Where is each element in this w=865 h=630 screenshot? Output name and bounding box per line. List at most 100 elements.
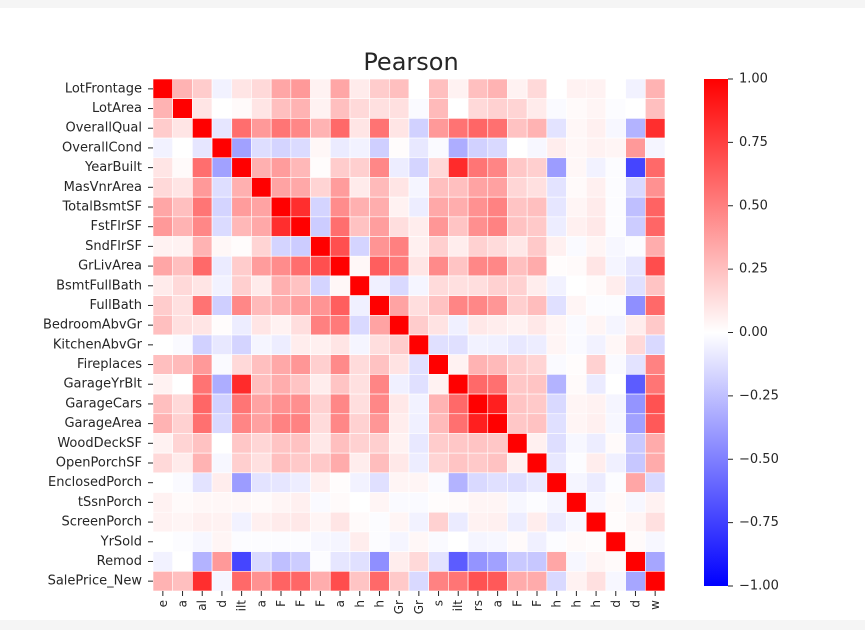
- heatmap-cell-11-21: [566, 295, 587, 316]
- heatmap-cell-1-15: [448, 98, 469, 119]
- heatmap-cell-21-2: [192, 492, 213, 513]
- heatmap-cell-2-3: [211, 118, 233, 139]
- heatmap-cell-11-13: [408, 295, 429, 316]
- heatmap-cell-16-2: [192, 393, 213, 415]
- heatmap-cell-16-25: [645, 393, 666, 415]
- heatmap-cell-3-7: [290, 137, 311, 159]
- heatmap-cell-19-8: [310, 452, 331, 474]
- heatmap-cell-23-19: [526, 531, 548, 552]
- heatmap-cell-18-19: [526, 433, 548, 454]
- heatmap-cell-23-1: [172, 531, 193, 552]
- heatmap-cell-13-13: [408, 334, 429, 355]
- heatmap-cell-7-7: [290, 216, 311, 237]
- heatmap-cell-12-19: [526, 315, 548, 336]
- heatmap-cell-8-19: [526, 236, 548, 257]
- heatmap-cell-14-20: [546, 354, 567, 375]
- heatmap-cell-23-13: [408, 531, 429, 552]
- heatmap-cell-12-22: [585, 315, 607, 336]
- x-tick-label-0: e: [156, 600, 170, 607]
- heatmap-cell-17-10: [349, 413, 370, 434]
- heatmap-cell-24-19: [526, 551, 548, 572]
- heatmap-cell-19-15: [448, 452, 469, 474]
- heatmap-cell-12-20: [546, 315, 567, 336]
- heatmap-cell-23-18: [507, 531, 528, 552]
- heatmap-cell-7-11: [369, 216, 390, 237]
- heatmap-cell-8-18: [507, 236, 528, 257]
- heatmap-cell-16-4: [231, 393, 252, 415]
- heatmap-cell-18-2: [192, 433, 213, 454]
- heatmap-cell-24-14: [428, 551, 449, 572]
- heatmap-cell-5-1: [172, 177, 193, 198]
- heatmap-cell-22-5: [251, 511, 272, 533]
- heatmap-cell-14-9: [329, 354, 351, 375]
- heatmap-cell-12-2: [192, 315, 213, 336]
- heatmap-cell-13-23: [605, 334, 626, 355]
- heatmap-cell-15-3: [211, 374, 233, 395]
- heatmap-cell-15-7: [290, 374, 311, 395]
- heatmap-cell-15-22: [585, 374, 607, 395]
- heatmap-cell-21-8: [310, 492, 331, 513]
- heatmap-cell-19-25: [645, 452, 666, 474]
- heatmap-cell-6-4: [231, 196, 252, 218]
- heatmap-cell-2-8: [310, 118, 331, 139]
- heatmap-cell-14-2: [192, 354, 213, 375]
- y-tick-label-5: MasVnrArea: [64, 180, 142, 195]
- heatmap-cell-6-12: [389, 196, 410, 218]
- heatmap-cell-25-7: [290, 571, 311, 592]
- heatmap-cell-19-17: [487, 452, 508, 474]
- heatmap-cell-10-3: [211, 275, 233, 296]
- heatmap-cell-20-0: [152, 472, 173, 493]
- heatmap-cell-23-25: [645, 531, 666, 552]
- heatmap-cell-19-19: [526, 452, 548, 474]
- heatmap-cell-4-10: [349, 157, 370, 178]
- heatmap-cell-24-17: [487, 551, 508, 572]
- heatmap-cell-15-18: [507, 374, 528, 395]
- heatmap-cell-1-18: [507, 98, 528, 119]
- heatmap-cell-6-19: [526, 196, 548, 218]
- heatmap-cell-10-21: [566, 275, 587, 296]
- heatmap-cell-15-0: [152, 374, 173, 395]
- heatmap-cell-9-6: [270, 255, 292, 277]
- y-tick-label-23: YrSold: [100, 534, 142, 549]
- heatmap-cell-6-25: [645, 196, 666, 218]
- colorbar-tick-label-8: −1.00: [739, 579, 779, 594]
- heatmap-cell-7-19: [526, 216, 548, 237]
- heatmap-cell-11-17: [487, 295, 508, 316]
- heatmap-cell-13-17: [487, 334, 508, 355]
- heatmap-cell-11-9: [329, 295, 351, 316]
- chart-title: Pearson: [363, 48, 458, 76]
- heatmap-cell-25-5: [251, 571, 272, 592]
- heatmap-cell-0-13: [408, 78, 429, 99]
- heatmap-cell-9-5: [251, 255, 272, 277]
- heatmap-cell-23-0: [152, 531, 173, 552]
- heatmap-cell-25-24: [625, 571, 646, 592]
- heatmap-cell-21-22: [585, 492, 607, 513]
- heatmap-cell-0-11: [369, 78, 390, 99]
- heatmap-cell-17-0: [152, 413, 173, 434]
- heatmap-cell-10-16: [467, 275, 489, 296]
- heatmap-cell-19-7: [290, 452, 311, 474]
- heatmap-cell-5-4: [231, 177, 252, 198]
- heatmap-cell-3-14: [428, 137, 449, 159]
- heatmap-cell-4-8: [310, 157, 331, 178]
- heatmap-cell-10-2: [192, 275, 213, 296]
- y-tick-label-20: EnclosedPorch: [48, 475, 142, 490]
- x-tick-label-22: h: [589, 600, 603, 608]
- heatmap-cell-13-19: [526, 334, 548, 355]
- heatmap-cell-18-10: [349, 433, 370, 454]
- heatmap-cell-10-1: [172, 275, 193, 296]
- heatmap-cell-17-19: [526, 413, 548, 434]
- x-tick-label-15: ilt: [451, 600, 465, 612]
- y-tick-label-11: FullBath: [90, 298, 142, 313]
- y-tick-label-9: GrLivArea: [78, 259, 142, 274]
- heatmap-cell-3-3: [211, 137, 233, 159]
- heatmap-cell-1-1: [172, 98, 193, 119]
- heatmap-cell-0-18: [507, 78, 528, 99]
- heatmap-cell-20-19: [526, 472, 548, 493]
- heatmap-cell-20-21: [566, 472, 587, 493]
- heatmap-cell-24-7: [290, 551, 311, 572]
- heatmap-cell-0-16: [467, 78, 489, 99]
- heatmap-cell-0-10: [349, 78, 370, 99]
- heatmap-cell-0-19: [526, 78, 548, 99]
- heatmap-cell-9-2: [192, 255, 213, 277]
